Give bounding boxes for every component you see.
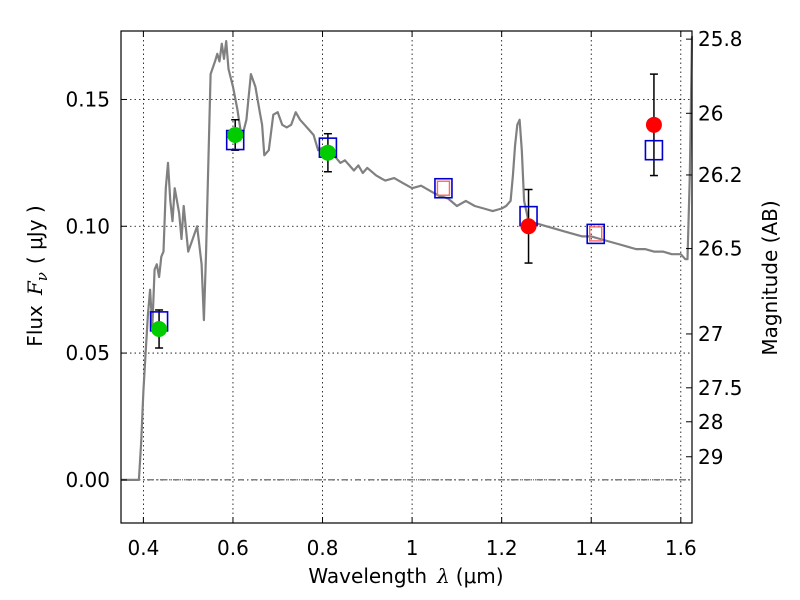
error-bars	[155, 73, 658, 349]
y-axis-label-unit: ( μJy )	[23, 205, 47, 264]
y-axis-label-prefix: Flux	[23, 305, 47, 347]
y-tick-label: 0.15	[65, 87, 110, 111]
y-tick-label: 0.10	[65, 214, 110, 238]
x-tick-label: 0.8	[307, 536, 339, 560]
model-spectrum	[121, 36, 694, 481]
y2-axis-label: Magnitude (AB)	[758, 200, 782, 355]
x-axis-label-symbol: λ	[436, 564, 450, 588]
y-axis-label-subscript: ν	[33, 272, 51, 281]
x-tick-label: 1.6	[665, 536, 697, 560]
observed-points	[151, 116, 662, 337]
x-tick-label: 1.2	[486, 536, 518, 560]
x-axis-label-unit: (μm)	[456, 564, 504, 588]
x-tick-label: 1	[406, 536, 419, 560]
grid	[121, 31, 692, 523]
x-tick-label: 0.4	[127, 536, 159, 560]
observed-point-green	[151, 320, 168, 337]
model-square	[644, 139, 664, 161]
observed-point-red	[645, 116, 662, 133]
x-axis-label: Wavelength λ (μm)	[308, 564, 503, 588]
y2-tick-label: 26.5	[698, 237, 743, 261]
plot-frame	[120, 30, 693, 524]
y2-tick-label: 26	[698, 101, 723, 125]
y-tick-label: 0.05	[65, 341, 110, 365]
model-bandpass-squares	[149, 129, 664, 332]
model-square	[434, 177, 453, 199]
y-axis-label: Flux Fν ( μJy )	[23, 205, 51, 346]
observed-point-red	[520, 218, 537, 235]
y-tick-label: 0.00	[65, 468, 110, 492]
axis-ticks: 0.4 0.6 0.8 1 1.2 1.4 1.6 0.00 0.05 0.10 0.15 25.8 2…	[65, 27, 742, 560]
y2-tick-label: 29	[698, 445, 723, 469]
x-tick-label: 1.4	[575, 536, 607, 560]
model-square	[586, 223, 606, 245]
observed-point-green	[227, 126, 244, 143]
y2-tick-label: 26.2	[698, 163, 743, 187]
model-square-inner	[589, 226, 603, 242]
model-square-inner	[436, 180, 451, 196]
spectrum-line	[121, 36, 694, 481]
x-tick-label: 0.6	[217, 536, 249, 560]
x-axis-label-prefix: Wavelength	[308, 564, 427, 588]
y2-tick-label: 28	[698, 410, 723, 434]
y2-tick-label: 25.8	[698, 27, 743, 51]
observed-point-green	[319, 144, 336, 161]
y-axis-label-symbol: F	[23, 280, 47, 296]
y2-tick-label: 27	[698, 322, 723, 346]
y2-tick-label: 27.5	[698, 376, 743, 400]
